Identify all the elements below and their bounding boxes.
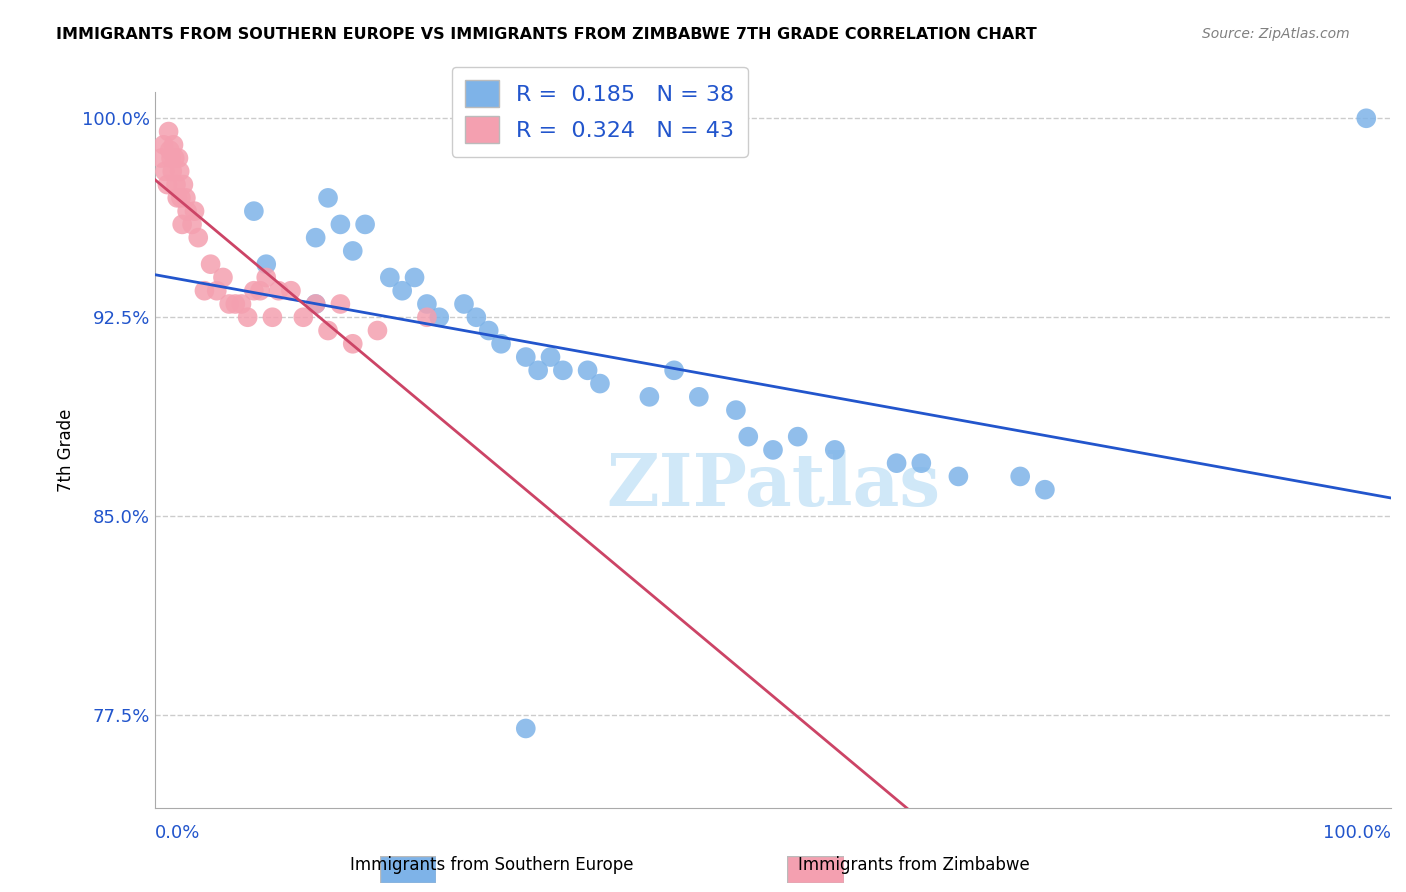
Point [167,151,190,165]
Point [391,284,413,298]
Point [254,270,277,285]
Text: Source: ZipAtlas.com: Source: ZipAtlas.com [1202,27,1350,41]
Point [254,257,277,271]
Point [638,390,661,404]
Point [162,137,184,152]
Text: 100.0%: 100.0% [1323,824,1391,842]
Point [243,284,266,298]
Point [292,310,315,325]
Point [416,310,439,325]
Point [181,218,204,232]
Point [262,310,284,325]
Point [150,151,173,165]
Text: Immigrants from Southern Europe: Immigrants from Southern Europe [350,856,634,874]
Point [243,204,266,219]
Point [527,363,550,377]
Point [165,178,187,192]
Point [824,442,846,457]
Point [174,191,197,205]
Text: IMMIGRANTS FROM SOUTHERN EUROPE VS IMMIGRANTS FROM ZIMBABWE 7TH GRADE CORRELATIO: IMMIGRANTS FROM SOUTHERN EUROPE VS IMMIG… [56,27,1038,42]
Legend: R =  0.185   N = 38, R =  0.324   N = 43: R = 0.185 N = 38, R = 0.324 N = 43 [451,67,748,157]
Point [329,218,352,232]
Point [187,230,209,244]
Point [886,456,908,470]
Point [489,336,512,351]
Point [156,178,179,192]
Point [910,456,932,470]
Point [166,191,188,205]
Point [342,336,364,351]
Point [157,124,180,138]
Point [163,151,186,165]
Point [280,284,302,298]
Point [316,191,339,205]
Point [427,310,450,325]
Point [153,164,176,178]
Point [231,297,253,311]
Point [172,218,194,232]
Text: ZIPatlas: ZIPatlas [606,450,941,521]
Point [366,324,388,338]
Point [172,178,194,192]
Point [205,284,228,298]
Point [162,164,184,178]
Point [183,204,205,219]
Point [378,270,401,285]
Point [212,270,235,285]
Point [354,218,377,232]
Point [948,469,970,483]
Point [169,164,191,178]
Point [416,297,439,311]
Point [218,297,240,311]
Point [786,430,808,444]
Point [551,363,574,377]
Point [193,284,215,298]
Point [176,204,198,219]
Point [305,230,328,244]
Point [236,310,259,325]
Point [737,430,759,444]
Point [465,310,488,325]
Y-axis label: 7th Grade: 7th Grade [58,409,75,491]
Point [152,137,174,152]
Point [224,297,246,311]
Point [249,284,271,298]
Point [305,297,328,311]
Point [576,363,599,377]
Point [267,284,290,298]
Point [305,297,328,311]
Text: 0.0%: 0.0% [155,824,201,842]
Point [404,270,426,285]
Text: Immigrants from Zimbabwe: Immigrants from Zimbabwe [799,856,1029,874]
Point [589,376,612,391]
Point [453,297,475,311]
Point [159,143,181,157]
Point [515,722,537,736]
Point [662,363,685,377]
Point [1355,112,1378,126]
Point [316,324,339,338]
Point [724,403,747,417]
Point [1010,469,1032,483]
Point [1033,483,1056,497]
Point [200,257,222,271]
Point [478,324,501,338]
Point [342,244,364,258]
Point [688,390,710,404]
Point [329,297,352,311]
Point [515,350,537,364]
Point [762,442,785,457]
Point [160,151,183,165]
Point [170,191,193,205]
Point [540,350,562,364]
